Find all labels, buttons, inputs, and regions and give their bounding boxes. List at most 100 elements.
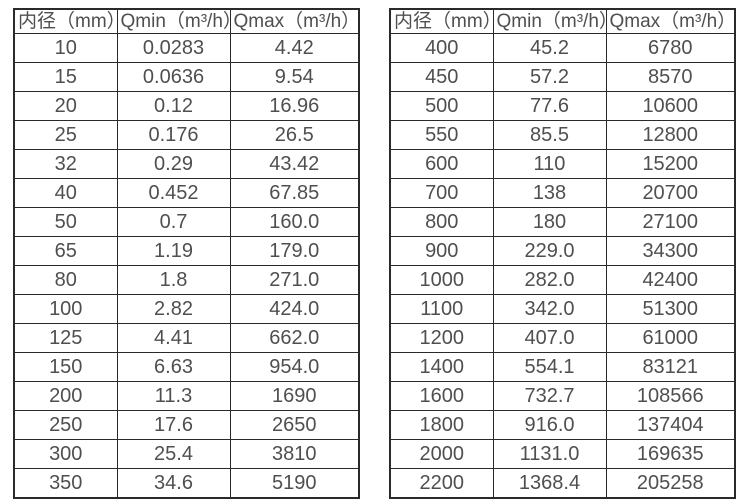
table-row: 350 34.6 5190 <box>13 468 360 499</box>
table-cell: 916.0 <box>492 410 607 440</box>
table-row: 125 4.41 662.0 <box>13 323 360 353</box>
table-row: 100 2.82 424.0 <box>13 294 360 324</box>
table-cell: 1200 <box>389 323 494 353</box>
table-cell: 200 <box>13 381 118 411</box>
table-cell: 407.0 <box>492 323 607 353</box>
table-cell: 9.54 <box>229 62 360 92</box>
table-cell: 50 <box>13 207 118 237</box>
table-cell: 8570 <box>605 62 736 92</box>
table-cell: 83121 <box>605 352 736 382</box>
table-cell: 0.29 <box>116 149 231 179</box>
table-cell: 2200 <box>389 468 494 499</box>
table-row: 1100 342.0 51300 <box>389 294 736 324</box>
table-cell: 282.0 <box>492 265 607 295</box>
table-cell: 11.3 <box>116 381 231 411</box>
table-header: 内径（mm） Qmin（m³/h） Qmax（m³/h） <box>389 8 736 34</box>
table-cell: 67.85 <box>229 178 360 208</box>
table-cell: 85.5 <box>492 120 607 150</box>
table-row: 200 11.3 1690 <box>13 381 360 411</box>
table-cell: 3810 <box>229 439 360 469</box>
table-cell: 900 <box>389 236 494 266</box>
table-row: 25 0.176 26.5 <box>13 120 360 150</box>
table-cell: 205258 <box>605 468 736 499</box>
column-header-qmin: Qmin（m³/h） <box>116 8 231 34</box>
table-cell: 20700 <box>605 178 736 208</box>
table-cell: 1400 <box>389 352 494 382</box>
table-cell: 5190 <box>229 468 360 499</box>
table-cell: 1000 <box>389 265 494 295</box>
table-cell: 17.6 <box>116 410 231 440</box>
table-cell: 1131.0 <box>492 439 607 469</box>
table-cell: 350 <box>13 468 118 499</box>
table-cell: 25.4 <box>116 439 231 469</box>
table-body: 400 45.2 6780 450 57.2 8570 500 77.6 10600 550 85.… <box>389 33 736 499</box>
column-header-diameter: 内径（mm） <box>389 8 494 34</box>
spec-table-large-diameters: 内径（mm） Qmin（m³/h） Qmax（m³/h） 400 45.2 6780… <box>389 8 736 499</box>
column-header-diameter: 内径（mm） <box>13 8 118 34</box>
table-cell: 138 <box>492 178 607 208</box>
table-row: 40 0.452 67.85 <box>13 178 360 208</box>
table-cell: 32 <box>13 149 118 179</box>
table-row: 10 0.0283 4.42 <box>13 33 360 63</box>
table-cell: 45.2 <box>492 33 607 63</box>
table-row: 2000 1131.0 169635 <box>389 439 736 469</box>
table-cell: 300 <box>13 439 118 469</box>
table-cell: 110 <box>492 149 607 179</box>
table-cell: 2650 <box>229 410 360 440</box>
table-cell: 700 <box>389 178 494 208</box>
table-cell: 400 <box>389 33 494 63</box>
table-cell: 15200 <box>605 149 736 179</box>
table-cell: 271.0 <box>229 265 360 295</box>
table-cell: 51300 <box>605 294 736 324</box>
table-cell: 10 <box>13 33 118 63</box>
header-row: 内径（mm） Qmin（m³/h） Qmax（m³/h） <box>13 8 360 34</box>
table-cell: 179.0 <box>229 236 360 266</box>
table-row: 1000 282.0 42400 <box>389 265 736 295</box>
table-cell: 450 <box>389 62 494 92</box>
table-row: 1400 554.1 83121 <box>389 352 736 382</box>
table-cell: 0.176 <box>116 120 231 150</box>
table-cell: 250 <box>13 410 118 440</box>
table-cell: 160.0 <box>229 207 360 237</box>
table-cell: 180 <box>492 207 607 237</box>
table-cell: 342.0 <box>492 294 607 324</box>
table-cell: 1100 <box>389 294 494 324</box>
table-row: 65 1.19 179.0 <box>13 236 360 266</box>
column-header-qmin: Qmin（m³/h） <box>492 8 607 34</box>
table-cell: 20 <box>13 91 118 121</box>
table-cell: 0.452 <box>116 178 231 208</box>
table-cell: 0.12 <box>116 91 231 121</box>
table-cell: 1.19 <box>116 236 231 266</box>
table-cell: 0.7 <box>116 207 231 237</box>
table-row: 900 229.0 34300 <box>389 236 736 266</box>
table-cell: 12800 <box>605 120 736 150</box>
table-cell: 16.96 <box>229 91 360 121</box>
table-cell: 6780 <box>605 33 736 63</box>
table-cell: 40 <box>13 178 118 208</box>
table-cell: 2.82 <box>116 294 231 324</box>
table-cell: 4.42 <box>229 33 360 63</box>
table-cell: 34.6 <box>116 468 231 499</box>
table-cell: 42400 <box>605 265 736 295</box>
table-cell: 65 <box>13 236 118 266</box>
table-cell: 10600 <box>605 91 736 121</box>
table-cell: 732.7 <box>492 381 607 411</box>
table-row: 450 57.2 8570 <box>389 62 736 92</box>
table-cell: 6.63 <box>116 352 231 382</box>
table-row: 700 138 20700 <box>389 178 736 208</box>
table-cell: 15 <box>13 62 118 92</box>
table-cell: 57.2 <box>492 62 607 92</box>
table-row: 550 85.5 12800 <box>389 120 736 150</box>
table-cell: 169635 <box>605 439 736 469</box>
table-cell: 600 <box>389 149 494 179</box>
table-body: 10 0.0283 4.42 15 0.0636 9.54 20 0.12 16.96 25 0.1… <box>13 33 360 499</box>
table-cell: 137404 <box>605 410 736 440</box>
table-row: 400 45.2 6780 <box>389 33 736 63</box>
table-cell: 77.6 <box>492 91 607 121</box>
table-cell: 100 <box>13 294 118 324</box>
table-cell: 800 <box>389 207 494 237</box>
table-cell: 1690 <box>229 381 360 411</box>
table-row: 1800 916.0 137404 <box>389 410 736 440</box>
table-cell: 0.0283 <box>116 33 231 63</box>
